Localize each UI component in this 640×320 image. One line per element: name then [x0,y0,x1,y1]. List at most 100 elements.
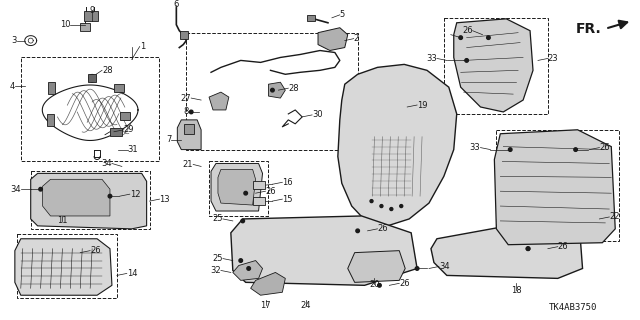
Circle shape [508,148,512,151]
Text: 24: 24 [301,300,312,310]
Text: 30: 30 [312,110,323,119]
Text: 7: 7 [166,135,172,144]
Bar [307,15,315,21]
Text: 23: 23 [548,54,559,63]
Polygon shape [211,164,262,211]
Polygon shape [177,120,201,149]
Text: 26: 26 [378,224,388,233]
Circle shape [271,88,274,92]
Text: 10: 10 [60,20,70,29]
Circle shape [239,259,243,262]
Circle shape [39,188,42,191]
Circle shape [459,36,463,39]
Polygon shape [233,260,262,280]
Text: 17: 17 [260,300,271,310]
Bar [31,172,150,229]
Circle shape [356,229,360,233]
Bar [110,128,122,136]
Text: 2: 2 [354,34,359,43]
Text: 26: 26 [399,279,410,288]
Text: 26: 26 [558,242,568,251]
Bar [253,197,264,205]
Polygon shape [318,28,348,51]
Text: 28: 28 [288,84,299,93]
Text: 8: 8 [184,108,189,116]
Text: 28: 28 [102,66,113,75]
Circle shape [415,267,419,270]
Circle shape [241,219,244,223]
Text: 33: 33 [470,143,481,152]
Text: 32: 32 [211,266,221,275]
Text: 5: 5 [340,10,345,19]
Text: 34: 34 [439,262,449,271]
Polygon shape [431,219,582,278]
Bar [444,18,548,114]
Text: 15: 15 [282,195,293,204]
Text: 20: 20 [369,280,380,289]
Text: 26: 26 [600,143,610,152]
Bar [184,124,194,134]
Bar [209,162,269,216]
Circle shape [486,36,490,39]
Text: 29: 29 [124,125,134,134]
Circle shape [189,110,193,114]
Text: 26: 26 [90,246,100,255]
Text: 14: 14 [127,269,138,278]
Polygon shape [251,272,285,295]
Circle shape [526,247,530,251]
Text: 13: 13 [159,195,170,204]
Bar [180,31,188,39]
Bar [253,181,264,189]
Bar [17,234,117,298]
Polygon shape [218,169,255,205]
Text: 12: 12 [130,190,140,199]
Text: TK4AB3750: TK4AB3750 [549,303,597,312]
Bar [114,84,124,92]
Bar [186,33,358,149]
Circle shape [380,204,383,208]
Text: 4: 4 [10,82,15,91]
Polygon shape [454,19,533,112]
Circle shape [465,59,468,62]
Circle shape [400,204,403,208]
Text: 22: 22 [609,212,620,221]
Text: 33: 33 [426,54,437,63]
Polygon shape [338,64,457,226]
Bar [47,82,56,94]
Text: 16: 16 [282,178,293,187]
Text: 6: 6 [173,0,179,10]
Text: 34: 34 [101,159,112,168]
Polygon shape [269,82,285,98]
Circle shape [378,284,381,287]
Bar [80,23,90,31]
Circle shape [574,148,577,151]
Circle shape [247,267,250,270]
Circle shape [108,194,112,198]
Text: 31: 31 [128,145,138,154]
Bar [84,11,98,21]
Text: 26: 26 [462,26,472,35]
Polygon shape [231,216,417,285]
Circle shape [526,247,530,251]
Polygon shape [348,251,405,282]
Text: 25: 25 [212,254,223,263]
Text: 19: 19 [417,100,428,109]
Bar [20,58,159,162]
Text: 11: 11 [57,216,68,225]
Circle shape [370,200,373,203]
Text: 26: 26 [266,187,276,196]
Bar [88,74,96,82]
Polygon shape [209,92,229,110]
Circle shape [244,191,248,195]
Text: FR.: FR. [575,22,602,36]
Text: 34: 34 [10,185,20,194]
Text: 9: 9 [90,6,95,15]
Text: 27: 27 [180,93,191,103]
Polygon shape [31,173,147,229]
Bar [47,114,54,126]
Bar [120,112,130,120]
Bar [497,130,620,241]
Polygon shape [15,239,112,295]
Circle shape [390,208,393,211]
Text: 18: 18 [511,286,522,295]
